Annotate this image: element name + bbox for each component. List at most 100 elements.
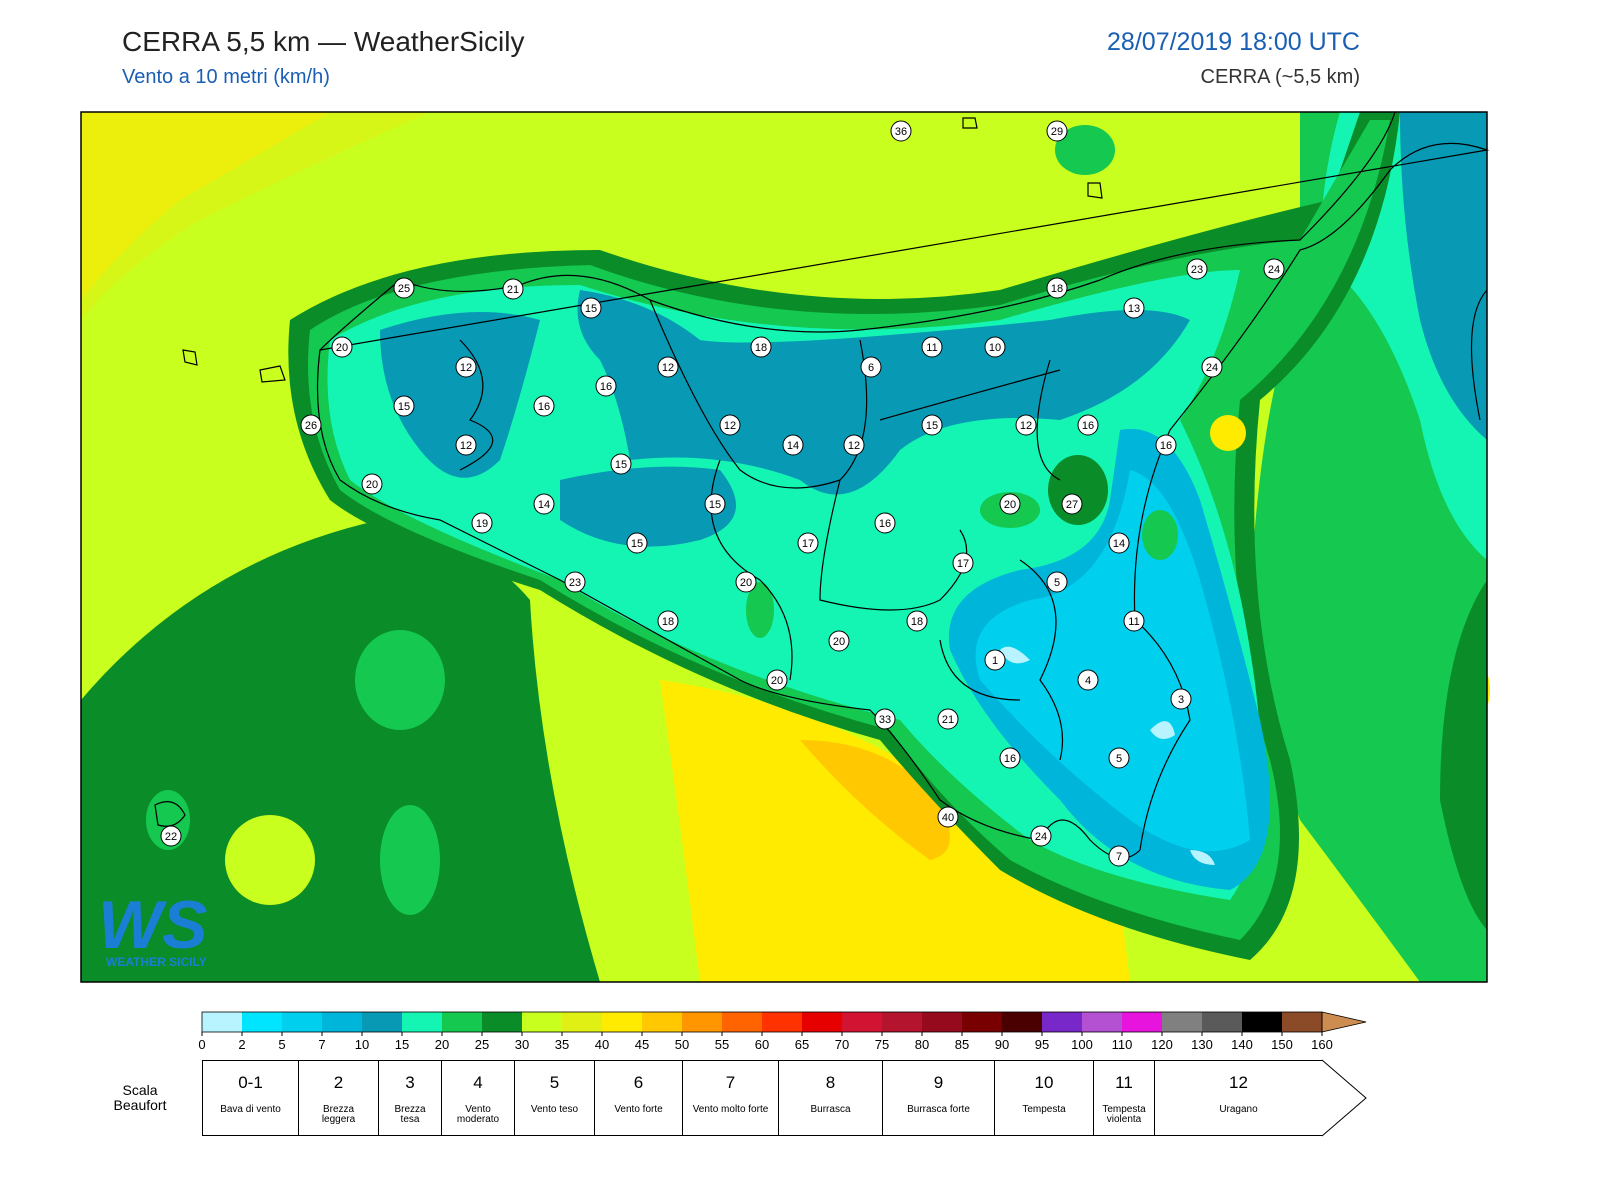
beaufort-level: 8 Burrasca (778, 1060, 883, 1136)
station-marker (1046, 120, 1068, 142)
colorbar-tick-label: 50 (675, 1037, 689, 1052)
station-marker (766, 669, 788, 691)
station-marker (999, 747, 1021, 769)
colorbar-tick-label: 2 (238, 1037, 245, 1052)
station-marker (564, 571, 586, 593)
beaufort-label: Vento molto forte (692, 1104, 769, 1115)
colorbar-tick-label: 100 (1071, 1037, 1093, 1052)
station-value: 6 (868, 362, 874, 374)
beaufort-level: 5 Vento teso (514, 1060, 595, 1136)
colorbar-tick-label: 60 (755, 1037, 769, 1052)
station-marker (719, 414, 741, 436)
station-marker (455, 434, 477, 456)
wind-field (81, 112, 1490, 982)
station-value: 16 (1004, 753, 1016, 765)
color-segment (562, 1012, 602, 1032)
station-value: 20 (833, 636, 845, 648)
colorbar-tick-label: 35 (555, 1037, 569, 1052)
beaufort-label: Brezza leggera (321, 1104, 356, 1125)
station-marker (860, 356, 882, 378)
beaufort-label: Tempesta (1022, 1104, 1066, 1115)
station-marker (1046, 571, 1068, 593)
station-value: 18 (755, 342, 767, 354)
color-segment (962, 1012, 1002, 1032)
colorbar-tick-label: 80 (915, 1037, 929, 1052)
station-value: 5 (1116, 753, 1122, 765)
station-marker (1263, 258, 1285, 280)
station-marker (1123, 297, 1145, 319)
station-marker (657, 356, 679, 378)
beaufort-level: 3 Brezza tesa (378, 1060, 442, 1136)
station-marker (906, 610, 928, 632)
station-value: 16 (1082, 420, 1094, 432)
station-value: 14 (787, 440, 799, 452)
colorbar-tick-label: 140 (1231, 1037, 1253, 1052)
station-value: 18 (1051, 283, 1063, 295)
station-value: 15 (398, 401, 410, 413)
station-marker (1108, 747, 1130, 769)
station-marker (455, 356, 477, 378)
beaufort-level: 7 Vento molto forte (682, 1060, 779, 1136)
station-value: 1 (992, 655, 998, 667)
station-value: 15 (926, 420, 938, 432)
station-marker (533, 395, 555, 417)
colorbar-tick-label: 25 (475, 1037, 489, 1052)
beaufort-label: Brezza tesa (394, 1104, 426, 1125)
station-marker (797, 532, 819, 554)
colorbar: 0 2 5 7 10 15 20 25 30 35 40 45 50 55 60 65 70 75 80 85 90 95… (198, 1011, 1367, 1052)
logo-text: WEATHER SICILY (106, 955, 207, 969)
station-marker (890, 120, 912, 142)
station-value: 10 (989, 342, 1001, 354)
station-value: 16 (1160, 440, 1172, 452)
coastline (154, 111, 1490, 859)
station-value: 24 (1206, 362, 1218, 374)
color-segment (802, 1012, 842, 1032)
station-value: 16 (879, 518, 891, 530)
beaufort-force: 5 (549, 1073, 560, 1092)
colorbar-tick-label: 40 (595, 1037, 609, 1052)
station-value: 17 (957, 558, 969, 570)
beaufort-label: Uragano (1219, 1104, 1258, 1115)
beaufort-force: 10 (1034, 1073, 1054, 1092)
station-value: 20 (366, 479, 378, 491)
color-segment (762, 1012, 802, 1032)
station-marker (1046, 277, 1068, 299)
station-marker (1077, 414, 1099, 436)
color-segment (1282, 1012, 1322, 1032)
colorbar-tick-label: 130 (1191, 1037, 1213, 1052)
station-value: 36 (895, 126, 907, 138)
station-value: 12 (460, 362, 472, 374)
model-label: CERRA (~5,5 km) (1200, 66, 1360, 88)
beaufort-label: Vento moderato (456, 1104, 500, 1125)
station-value: 20 (740, 577, 752, 589)
beaufort-force: 3 (405, 1073, 415, 1092)
colorbar-tick-label: 0 (198, 1037, 205, 1052)
beaufort-label: Tempesta violenta (1102, 1104, 1146, 1125)
station-marker (1201, 356, 1223, 378)
station-marker (782, 434, 804, 456)
station-marker (937, 708, 959, 730)
beaufort-label: Bava di vento (220, 1104, 281, 1115)
station-value: 17 (802, 538, 814, 550)
color-segment (682, 1012, 722, 1032)
station-marker (160, 825, 182, 847)
station-value: 13 (1128, 303, 1140, 315)
datetime: 28/07/2019 18:00 UTC (1107, 28, 1360, 56)
color-segment (482, 1012, 522, 1032)
station-value: 21 (507, 284, 519, 296)
color-segment (1202, 1012, 1242, 1032)
title: CERRA 5,5 km — WeatherSicily (122, 26, 525, 57)
station-value: 33 (879, 714, 891, 726)
station-value: 12 (724, 420, 736, 432)
beaufort-level: 0-1 Bava di vento (202, 1060, 299, 1136)
colorbar-tick-label: 150 (1271, 1037, 1293, 1052)
station-marker (1061, 493, 1083, 515)
station-value: 15 (709, 499, 721, 511)
station-value: 11 (1128, 616, 1139, 628)
colorbar-tick-label: 85 (955, 1037, 969, 1052)
color-extend (1321, 1011, 1367, 1033)
color-segment (602, 1012, 642, 1032)
station-value: 12 (460, 440, 472, 452)
colorbar-tick-label: 160 (1311, 1037, 1333, 1052)
